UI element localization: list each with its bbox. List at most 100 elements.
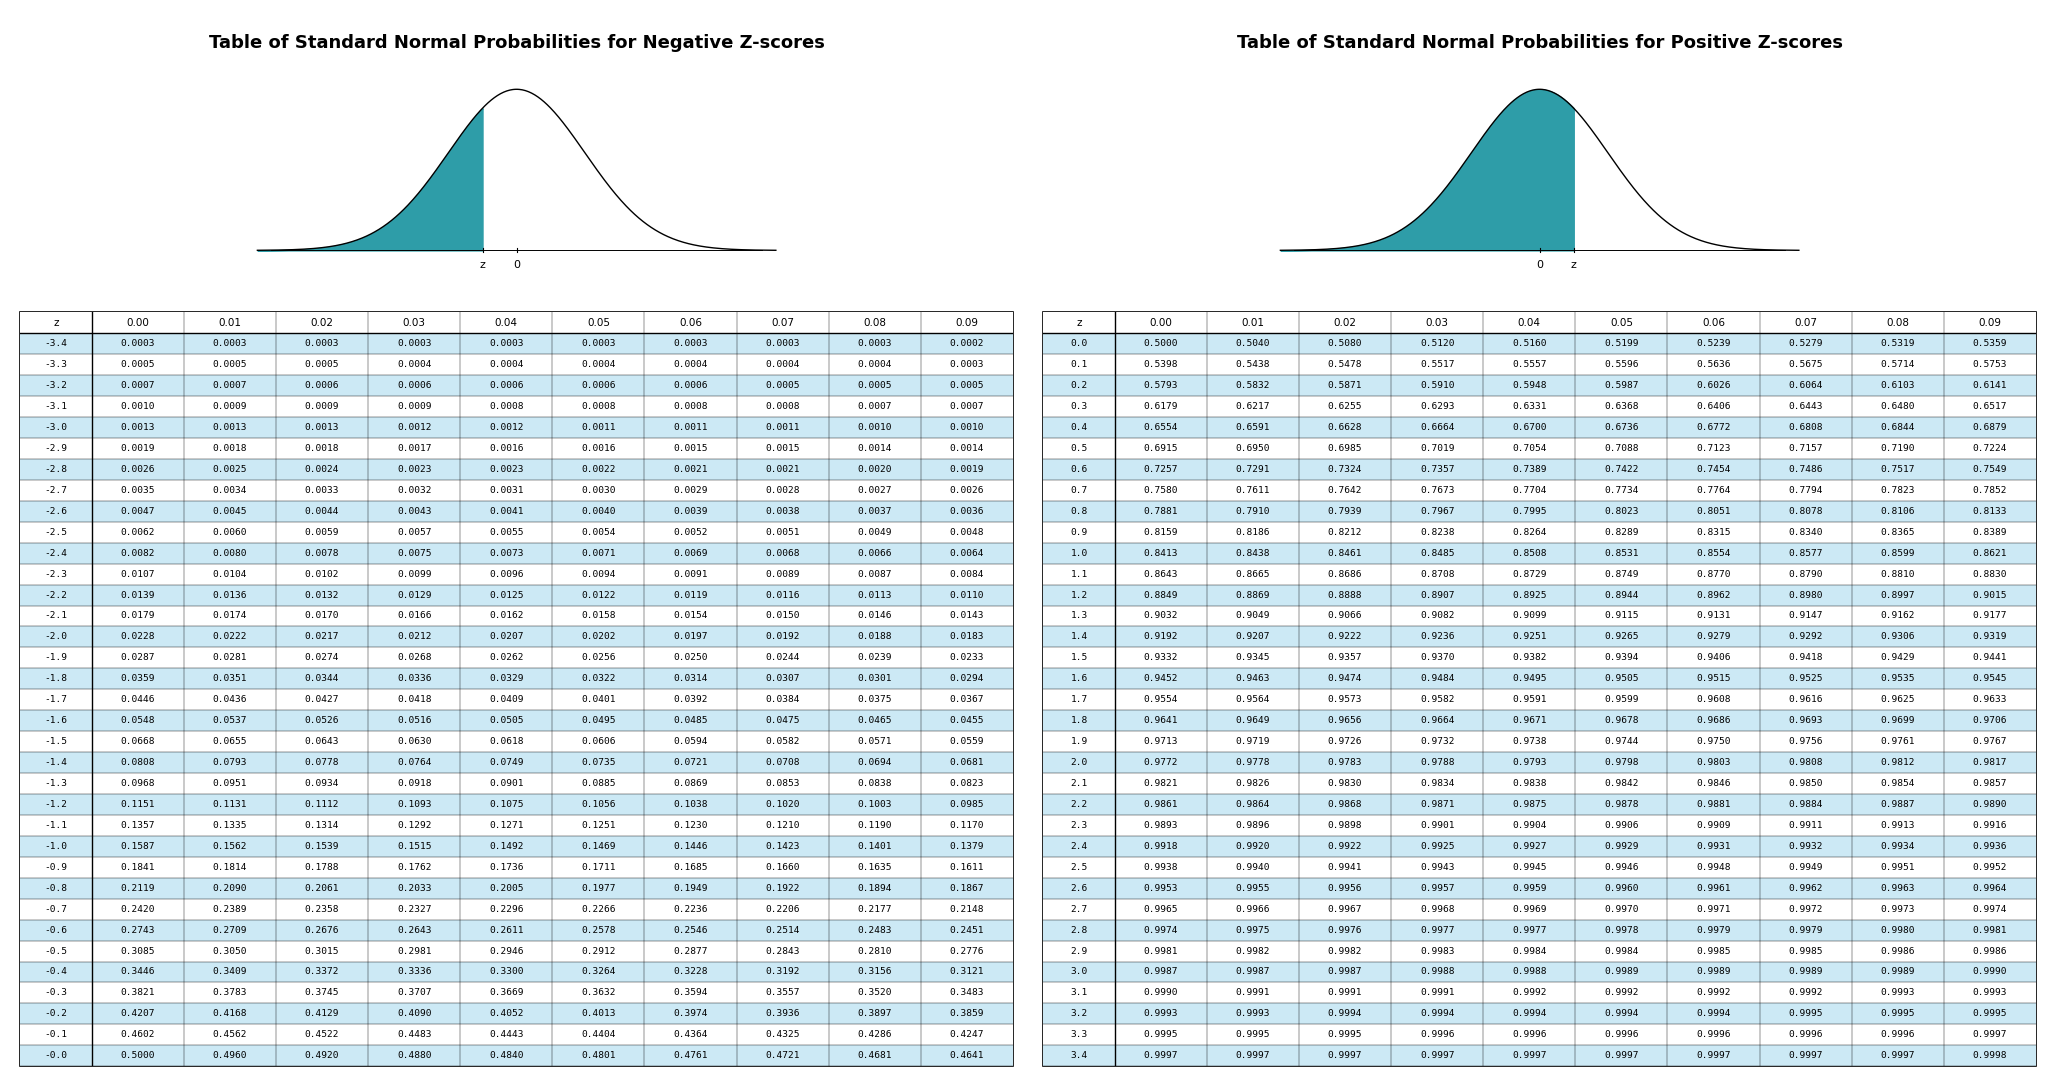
Text: 0.1762: 0.1762: [397, 863, 432, 871]
Text: 0.9974: 0.9974: [1972, 905, 2007, 913]
Bar: [20, 731, 1013, 752]
Text: 0.9890: 0.9890: [1972, 800, 2007, 809]
Text: 0.5753: 0.5753: [1972, 360, 2007, 369]
Text: 0.2236: 0.2236: [673, 905, 708, 913]
Text: 0.9357: 0.9357: [1328, 654, 1363, 662]
Text: 0.0043: 0.0043: [397, 507, 432, 516]
Text: -2.6: -2.6: [45, 507, 68, 516]
Text: 0.7881: 0.7881: [1144, 507, 1178, 516]
Text: 0.9997: 0.9997: [1236, 1051, 1271, 1060]
Text: 0.9968: 0.9968: [1420, 905, 1455, 913]
Text: 0.7910: 0.7910: [1236, 507, 1271, 516]
Text: 0.0023: 0.0023: [397, 465, 432, 474]
Text: 0.6808: 0.6808: [1788, 423, 1823, 432]
Text: -1.8: -1.8: [45, 674, 68, 683]
Text: 0.9994: 0.9994: [1696, 1009, 1731, 1019]
Text: 0.9875: 0.9875: [1512, 800, 1547, 809]
Bar: [20, 962, 1013, 982]
Text: 2.8: 2.8: [1070, 925, 1088, 935]
Text: 0.0041: 0.0041: [489, 507, 524, 516]
Text: 0.0091: 0.0091: [673, 570, 708, 578]
Text: 0.0004: 0.0004: [765, 360, 800, 369]
Text: 0.9986: 0.9986: [1880, 947, 1915, 955]
Text: 0.1587: 0.1587: [121, 842, 155, 851]
Text: 0.4443: 0.4443: [489, 1031, 524, 1039]
Text: 0.2177: 0.2177: [857, 905, 892, 913]
Text: 0.9207: 0.9207: [1236, 632, 1271, 642]
Text: 0.0427: 0.0427: [305, 696, 340, 704]
Text: 0.1539: 0.1539: [305, 842, 340, 851]
Text: 0.0059: 0.0059: [305, 528, 340, 536]
Text: 0.0023: 0.0023: [489, 465, 524, 474]
Text: 0.7995: 0.7995: [1512, 507, 1547, 516]
Text: 0.6517: 0.6517: [1972, 402, 2007, 411]
Text: 0.07: 0.07: [1794, 318, 1817, 327]
Text: 0.4960: 0.4960: [213, 1051, 248, 1060]
Bar: [1043, 312, 2036, 333]
Text: 0.9993: 0.9993: [1880, 989, 1915, 997]
Text: 0.0694: 0.0694: [857, 758, 892, 767]
Bar: [1043, 815, 2036, 836]
Text: 0.9962: 0.9962: [1788, 884, 1823, 893]
Bar: [1043, 940, 2036, 962]
Text: 0.0274: 0.0274: [305, 654, 340, 662]
Text: 0.0010: 0.0010: [121, 402, 155, 411]
Bar: [1043, 501, 2036, 521]
Text: -0.8: -0.8: [45, 884, 68, 893]
Text: 0.9981: 0.9981: [1144, 947, 1178, 955]
Text: 0.9671: 0.9671: [1512, 716, 1547, 725]
Text: 0.0537: 0.0537: [213, 716, 248, 725]
Text: z: z: [1076, 318, 1082, 327]
Text: 0.9857: 0.9857: [1972, 779, 2007, 788]
Text: 0.4: 0.4: [1070, 423, 1088, 432]
Text: 0.2483: 0.2483: [857, 925, 892, 935]
Text: 0.0485: 0.0485: [673, 716, 708, 725]
Text: 0.9991: 0.9991: [1420, 989, 1455, 997]
Text: 0.0107: 0.0107: [121, 570, 155, 578]
Text: 0.9976: 0.9976: [1328, 925, 1363, 935]
Text: 0.1314: 0.1314: [305, 821, 340, 830]
Text: 0.8830: 0.8830: [1972, 570, 2007, 578]
Text: 0.7939: 0.7939: [1328, 507, 1363, 516]
Text: 0.3859: 0.3859: [949, 1009, 984, 1019]
Bar: [20, 375, 1013, 396]
Text: 0.4129: 0.4129: [305, 1009, 340, 1019]
Text: 0.0048: 0.0048: [949, 528, 984, 536]
Text: 0.9997: 0.9997: [1604, 1051, 1639, 1060]
Bar: [20, 354, 1013, 375]
Text: 0.1093: 0.1093: [397, 800, 432, 809]
Text: 0.6591: 0.6591: [1236, 423, 1271, 432]
Text: 0.5675: 0.5675: [1788, 360, 1823, 369]
Text: 0.9861: 0.9861: [1144, 800, 1178, 809]
Text: 0.5199: 0.5199: [1604, 339, 1639, 348]
Text: 0.0010: 0.0010: [949, 423, 984, 432]
Text: 0.0125: 0.0125: [489, 590, 524, 600]
Bar: [20, 438, 1013, 459]
Text: 0.0005: 0.0005: [121, 360, 155, 369]
Text: 0.9868: 0.9868: [1328, 800, 1363, 809]
Text: 0.1446: 0.1446: [673, 842, 708, 851]
Text: 0.9616: 0.9616: [1788, 696, 1823, 704]
Bar: [1043, 836, 2036, 857]
Text: 0.0044: 0.0044: [305, 507, 340, 516]
Text: -2.0: -2.0: [45, 632, 68, 642]
Text: 0.9345: 0.9345: [1236, 654, 1271, 662]
Text: -2.9: -2.9: [45, 444, 68, 453]
Text: 0.9236: 0.9236: [1420, 632, 1455, 642]
Text: 0.8790: 0.8790: [1788, 570, 1823, 578]
Text: 0.05: 0.05: [587, 318, 610, 327]
Bar: [1043, 920, 2036, 940]
Text: 0.6480: 0.6480: [1880, 402, 1915, 411]
Text: -1.1: -1.1: [45, 821, 68, 830]
Text: 0.0158: 0.0158: [581, 612, 616, 620]
Text: 0.9992: 0.9992: [1512, 989, 1547, 997]
Text: 0.2090: 0.2090: [213, 884, 248, 893]
Text: 0.0099: 0.0099: [397, 570, 432, 578]
Text: 0.9971: 0.9971: [1696, 905, 1731, 913]
Text: 0.0202: 0.0202: [581, 632, 616, 642]
Bar: [20, 836, 1013, 857]
Text: 0.1922: 0.1922: [765, 884, 800, 893]
Text: 0.0668: 0.0668: [121, 737, 155, 746]
Text: 0.8749: 0.8749: [1604, 570, 1639, 578]
Text: 0.0008: 0.0008: [673, 402, 708, 411]
